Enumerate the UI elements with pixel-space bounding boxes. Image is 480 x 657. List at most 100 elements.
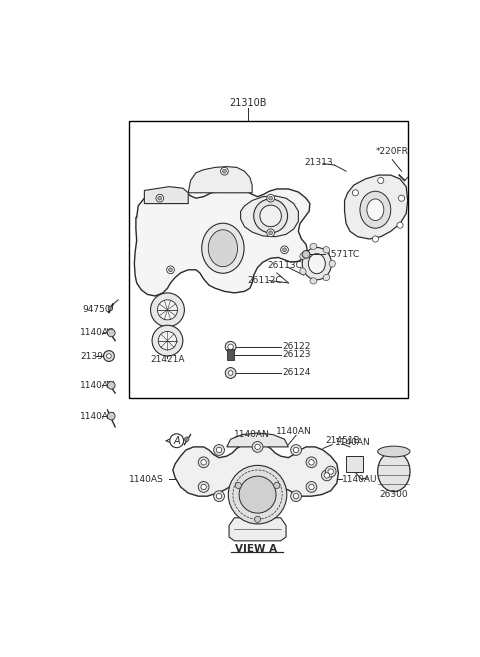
Circle shape <box>306 482 317 492</box>
Circle shape <box>291 445 301 455</box>
Circle shape <box>108 382 115 389</box>
Ellipse shape <box>302 248 332 280</box>
Circle shape <box>293 493 299 499</box>
Text: 1140AU: 1140AU <box>81 411 116 420</box>
Circle shape <box>157 300 178 320</box>
Circle shape <box>228 344 233 350</box>
Polygon shape <box>240 196 299 237</box>
Ellipse shape <box>378 451 410 491</box>
Text: 1140AN: 1140AN <box>234 430 270 439</box>
Text: 1140AU: 1140AU <box>342 475 378 484</box>
Text: 21313: 21313 <box>305 158 334 166</box>
Circle shape <box>214 491 225 501</box>
Text: 21421A: 21421A <box>150 355 185 365</box>
Circle shape <box>223 170 227 173</box>
Ellipse shape <box>360 191 391 228</box>
Text: 21310B: 21310B <box>229 99 266 108</box>
Circle shape <box>325 466 336 477</box>
Ellipse shape <box>254 199 288 233</box>
Circle shape <box>267 229 275 237</box>
Ellipse shape <box>310 278 317 284</box>
Circle shape <box>255 444 260 449</box>
Circle shape <box>167 266 174 274</box>
Circle shape <box>309 484 314 489</box>
Text: 26123: 26123 <box>282 350 311 359</box>
Circle shape <box>322 470 332 481</box>
Text: 26122: 26122 <box>282 342 311 351</box>
Ellipse shape <box>300 268 306 275</box>
Ellipse shape <box>308 254 325 274</box>
Ellipse shape <box>260 205 281 227</box>
Circle shape <box>302 250 310 258</box>
Circle shape <box>267 194 275 202</box>
Circle shape <box>156 194 164 202</box>
Text: 1571TC: 1571TC <box>326 250 360 259</box>
Ellipse shape <box>208 230 238 267</box>
Circle shape <box>152 325 183 356</box>
Circle shape <box>291 491 301 501</box>
Circle shape <box>283 248 287 252</box>
Ellipse shape <box>310 243 317 250</box>
Circle shape <box>225 367 236 378</box>
Circle shape <box>198 482 209 492</box>
Circle shape <box>214 445 225 455</box>
Circle shape <box>221 168 228 175</box>
Text: *220FR: *220FR <box>375 147 408 156</box>
Polygon shape <box>173 443 338 496</box>
Circle shape <box>184 437 189 442</box>
Circle shape <box>309 460 314 465</box>
Circle shape <box>158 331 177 350</box>
Circle shape <box>324 472 330 478</box>
Circle shape <box>328 469 334 474</box>
Text: 1140AS: 1140AS <box>129 475 164 484</box>
Circle shape <box>168 268 172 272</box>
Circle shape <box>201 484 206 489</box>
Ellipse shape <box>378 446 410 457</box>
Circle shape <box>151 293 184 327</box>
Text: 1140AN: 1140AN <box>276 427 312 436</box>
Circle shape <box>198 457 209 468</box>
Text: 1140AN: 1140AN <box>335 438 370 447</box>
Text: 26113C: 26113C <box>267 261 302 269</box>
Circle shape <box>104 351 114 361</box>
Circle shape <box>216 447 222 453</box>
Ellipse shape <box>329 260 336 267</box>
Text: A: A <box>173 436 180 445</box>
Ellipse shape <box>323 246 330 253</box>
Circle shape <box>397 222 403 228</box>
Circle shape <box>372 236 378 242</box>
Circle shape <box>239 476 276 513</box>
Polygon shape <box>345 175 408 239</box>
Polygon shape <box>144 187 188 204</box>
Circle shape <box>274 482 280 489</box>
Ellipse shape <box>300 252 306 260</box>
Bar <box>227 349 234 360</box>
Bar <box>346 456 363 472</box>
Circle shape <box>108 412 115 420</box>
Circle shape <box>398 195 405 201</box>
Ellipse shape <box>202 223 244 273</box>
Bar <box>129 121 408 398</box>
Text: 26124: 26124 <box>282 369 311 378</box>
Polygon shape <box>229 518 286 541</box>
Circle shape <box>228 371 233 375</box>
Ellipse shape <box>323 274 330 281</box>
Polygon shape <box>227 433 288 447</box>
Circle shape <box>378 177 384 183</box>
Circle shape <box>269 196 273 200</box>
Circle shape <box>352 190 359 196</box>
Circle shape <box>107 353 111 358</box>
Text: VIEW A: VIEW A <box>235 543 277 554</box>
Text: 94750: 94750 <box>83 306 111 314</box>
Polygon shape <box>188 167 252 193</box>
Ellipse shape <box>367 199 384 221</box>
Circle shape <box>254 516 261 522</box>
Circle shape <box>281 246 288 254</box>
Circle shape <box>252 442 263 452</box>
Text: 26112C: 26112C <box>248 276 282 285</box>
Circle shape <box>228 465 287 524</box>
Text: 21451B: 21451B <box>325 436 360 445</box>
Circle shape <box>201 460 206 465</box>
Circle shape <box>108 329 115 337</box>
Circle shape <box>158 196 162 200</box>
